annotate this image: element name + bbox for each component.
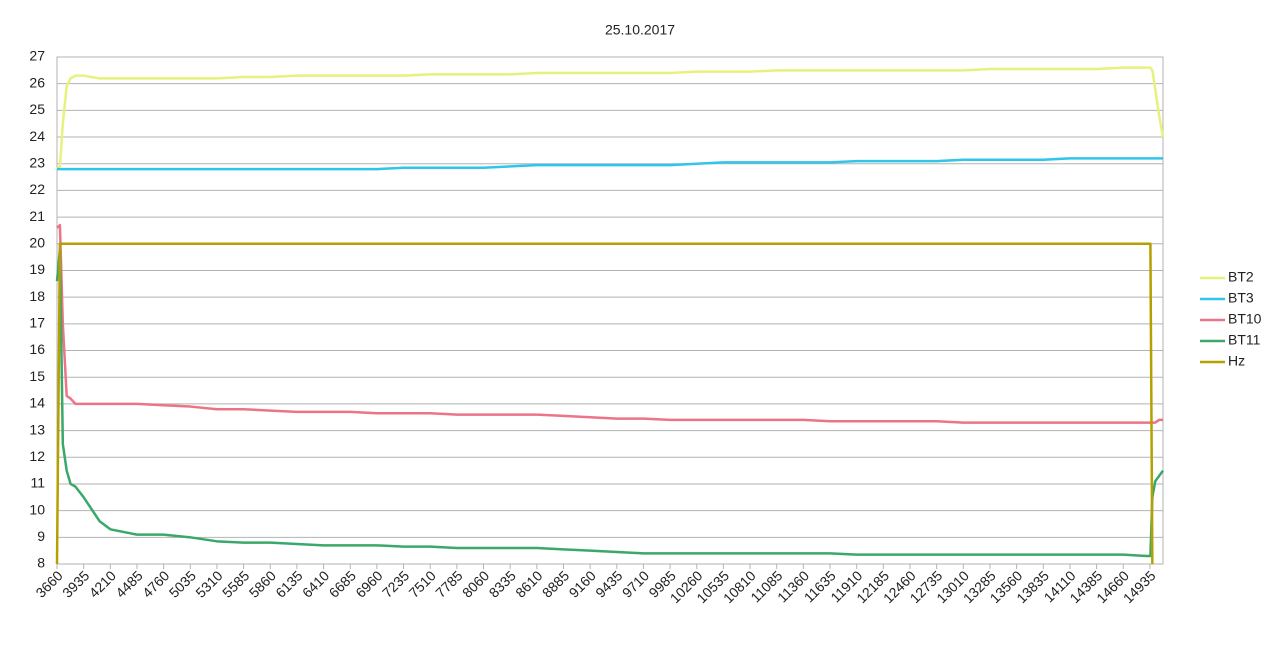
y-tick-label: 25 bbox=[29, 101, 45, 117]
series-line bbox=[57, 157, 1163, 171]
y-tick-label: 19 bbox=[29, 261, 45, 277]
x-tick-label: 4210 bbox=[86, 567, 119, 600]
x-tick-label: 9435 bbox=[592, 567, 625, 600]
y-tick-label: 20 bbox=[29, 234, 45, 250]
x-tick-label: 5035 bbox=[166, 567, 199, 600]
y-tick-label: 15 bbox=[29, 368, 45, 384]
x-tick-label: 7510 bbox=[406, 567, 439, 600]
plot-frame bbox=[56, 56, 1164, 565]
y-tick-label: 27 bbox=[29, 48, 45, 64]
x-tick-label: 3660 bbox=[32, 567, 65, 600]
x-tick-label: 5860 bbox=[246, 567, 279, 600]
legend-label: BT11 bbox=[1228, 332, 1261, 348]
x-tick-label: 8060 bbox=[459, 567, 492, 600]
y-tick-label: 10 bbox=[29, 501, 45, 517]
x-tick-label: 4485 bbox=[112, 567, 145, 600]
legend-label: BT2 bbox=[1228, 269, 1254, 285]
y-tick-label: 24 bbox=[29, 128, 45, 144]
series-line bbox=[56, 66, 1165, 170]
x-tick-label: 6410 bbox=[299, 567, 332, 600]
y-tick-label: 11 bbox=[30, 475, 45, 491]
x-tick-label: 9710 bbox=[619, 567, 652, 600]
y-tick-label: 9 bbox=[37, 528, 45, 544]
x-tick-label: 5310 bbox=[192, 567, 225, 600]
y-tick-label: 8 bbox=[37, 555, 45, 571]
x-tick-label: 8885 bbox=[539, 567, 572, 600]
x-tick-label: 8335 bbox=[486, 567, 519, 600]
x-tick-label: 9160 bbox=[566, 567, 599, 600]
y-tick-label: 12 bbox=[29, 448, 45, 464]
x-tick-label: 3935 bbox=[59, 567, 92, 600]
legend-label: BT10 bbox=[1228, 311, 1262, 327]
y-tick-label: 17 bbox=[29, 315, 45, 331]
y-tick-label: 18 bbox=[29, 288, 45, 304]
series-line bbox=[56, 223, 1163, 424]
series-line bbox=[55, 247, 1165, 558]
x-tick-label: 4760 bbox=[139, 567, 172, 600]
y-tick-label: 26 bbox=[29, 74, 45, 90]
x-tick-label: 6685 bbox=[326, 567, 359, 600]
x-tick-label: 6135 bbox=[272, 567, 305, 600]
y-tick-label: 14 bbox=[29, 395, 45, 411]
series-line bbox=[55, 242, 1154, 565]
x-tick-label: 5585 bbox=[219, 567, 252, 600]
x-tick-label: 7785 bbox=[432, 567, 465, 600]
y-tick-label: 22 bbox=[29, 181, 45, 197]
legend-label: BT3 bbox=[1228, 290, 1254, 306]
x-tick-label: 7235 bbox=[379, 567, 412, 600]
chart-title: 25.10.2017 bbox=[605, 22, 675, 38]
legend-label: Hz bbox=[1228, 353, 1245, 369]
x-tick-label: 8610 bbox=[512, 567, 545, 600]
y-tick-label: 16 bbox=[29, 341, 45, 357]
x-tick-label: 6960 bbox=[352, 567, 385, 600]
y-tick-label: 13 bbox=[29, 421, 45, 437]
y-tick-label: 21 bbox=[29, 208, 45, 224]
y-tick-label: 23 bbox=[29, 154, 45, 170]
